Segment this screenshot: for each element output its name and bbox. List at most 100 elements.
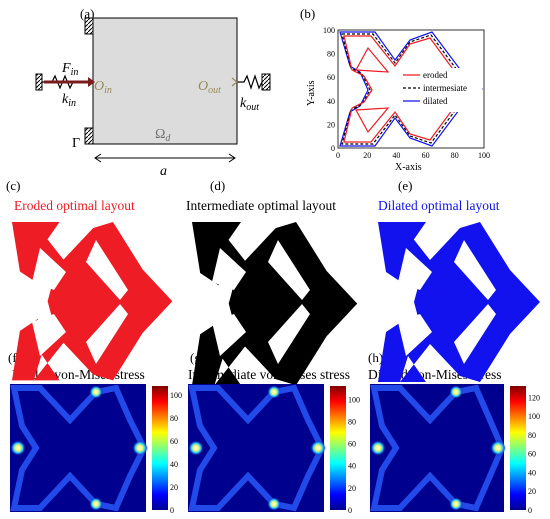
colorbar-intermediate-tick: 60 <box>348 440 356 449</box>
stress-dilated-hotspot-bottom <box>449 497 463 511</box>
output-spring <box>237 74 263 90</box>
colorbar-eroded-tick: 20 <box>170 483 178 492</box>
colorbar-dilated-tick: 120 <box>528 393 540 402</box>
stress-intermediate-hotspot-in <box>188 440 204 456</box>
y-tick-label: 40 <box>327 97 335 106</box>
contour-eroded <box>343 35 478 143</box>
eroded-layout-holes <box>32 240 128 364</box>
stress-dilated-hotspot-in <box>370 440 386 456</box>
top-support <box>84 17 94 35</box>
stress-eroded-hotspot-in <box>10 440 26 456</box>
colorbar-intermediate <box>330 386 346 510</box>
colorbar-eroded-tick: 60 <box>170 437 178 446</box>
x-tick-label: 0 <box>336 151 340 160</box>
legend-label-intermediate: intermesiate <box>423 83 467 93</box>
label-f-in: Fin <box>61 61 78 78</box>
label-gamma: Γ <box>72 136 80 151</box>
colorbar-dilated <box>510 386 526 510</box>
legend-label-eroded: eroded <box>423 70 448 80</box>
x-axis-label: X-axis <box>395 162 422 173</box>
colorbar-dilated-tick: 60 <box>528 450 536 459</box>
caption-eroded-layout: Eroded optimal layout <box>14 198 135 213</box>
design-domain <box>92 17 238 145</box>
y-tick-label: 100 <box>323 26 335 35</box>
bottom-support <box>84 127 94 145</box>
colorbar-intermediate-tick: 100 <box>348 395 360 404</box>
label-o-in: Oin <box>94 79 112 96</box>
x-tick-label: 100 <box>478 151 490 160</box>
panel-letter-c: (c) <box>6 178 21 193</box>
stress-map-dilated <box>370 384 506 512</box>
contour-intermediate <box>341 33 480 145</box>
stress-intermediate-structure <box>188 384 326 512</box>
label-omega: Ωd <box>155 127 171 144</box>
y-tick-label: 20 <box>327 120 335 129</box>
y-tick-label: 60 <box>327 73 335 82</box>
contour-lines <box>339 31 483 147</box>
colorbar-dilated-tick: 100 <box>528 412 540 421</box>
panel-letter-a: (a) <box>80 6 95 21</box>
dilated-layout <box>378 222 540 382</box>
stress-map-intermediate <box>188 384 326 512</box>
stress-dilated-hotspot-out <box>490 440 506 456</box>
colorbar-intermediate-tick: 80 <box>348 417 356 426</box>
eroded-layout <box>12 222 173 381</box>
stress-eroded-hotspot-out <box>132 440 148 456</box>
colorbar-dilated-tick: 0 <box>528 506 532 515</box>
output-arrow <box>231 77 238 87</box>
design-domain-diagram: Fin kin Oin Oout kout Γ Ωd a <box>35 17 271 179</box>
contour-plot: 0 20 40 60 80 100 0 20 40 60 80 100 eroded intermes… <box>306 26 490 173</box>
stress-dilated-structure <box>370 384 506 512</box>
dilated-layout-holes <box>398 240 496 364</box>
legend-label-dilated: dilated <box>423 96 448 106</box>
y-tick-label: 0 <box>331 144 335 153</box>
output-support <box>261 73 271 91</box>
stress-intermediate-hotspot-top <box>267 385 281 399</box>
stress-intermediate-hotspot-out <box>310 440 326 456</box>
stress-dilated-hotspot-top <box>449 385 463 399</box>
colorbar-eroded-tick: 100 <box>170 391 182 400</box>
colorbar-eroded-tick: 80 <box>170 414 178 423</box>
contour-inner-loops <box>355 46 390 134</box>
colorbar-eroded-tick: 40 <box>170 460 178 469</box>
caption-dilated-layout: Dilated optimal layout <box>378 198 500 213</box>
colorbar-intermediate-tick: 0 <box>348 506 352 515</box>
panel-letter-d: (d) <box>210 178 226 193</box>
colorbar-dilated-tick: 80 <box>528 431 536 440</box>
colorbar-dilated-tick: 20 <box>528 487 536 496</box>
stress-intermediate-hotspot-bottom <box>267 497 281 511</box>
colorbar-eroded-tick: 0 <box>170 506 174 515</box>
dimension-arrows <box>94 153 236 163</box>
x-tick-label: 20 <box>363 151 371 160</box>
stress-eroded-hotspot-top <box>89 385 103 399</box>
caption-intermediate-layout: Intermediate optimal layout <box>186 198 336 213</box>
x-tick-label: 60 <box>422 151 430 160</box>
colorbar-dilated-tick: 40 <box>528 468 536 477</box>
panel-letter-h: (h) <box>368 350 384 365</box>
contour-dilated <box>339 31 483 147</box>
y-tick-label: 80 <box>327 50 335 59</box>
colorbar-ticks: 0 20 40 60 80 100 0 20 40 60 80 100 0 20 40 60 80 100 120 <box>170 391 540 515</box>
plot-ticks: 0 20 40 60 80 100 0 20 40 60 80 100 <box>323 26 490 160</box>
stress-map-eroded <box>10 384 148 512</box>
legend: eroded intermesiate dilated <box>400 68 482 112</box>
panel-letter-e: (e) <box>398 178 413 193</box>
stress-eroded-hotspot-bottom <box>89 497 103 511</box>
colorbar-intermediate-tick: 20 <box>348 484 356 493</box>
stress-eroded-structure <box>10 384 148 512</box>
label-o-out: Oout <box>198 79 221 96</box>
label-k-out: kout <box>240 96 259 113</box>
x-tick-label: 40 <box>392 151 400 160</box>
label-k-in: kin <box>62 92 76 109</box>
intermediate-layout-holes <box>212 240 310 364</box>
colorbar-eroded <box>152 386 168 510</box>
colorbar-intermediate-tick: 40 <box>348 462 356 471</box>
input-force-arrowhead <box>88 77 95 87</box>
x-tick-label: 80 <box>451 151 459 160</box>
panel-letter-b: (b) <box>300 6 316 21</box>
label-a: a <box>160 164 167 179</box>
intermediate-layout <box>192 222 358 386</box>
y-axis-label: Y-axis <box>306 80 317 106</box>
input-support <box>35 73 43 91</box>
